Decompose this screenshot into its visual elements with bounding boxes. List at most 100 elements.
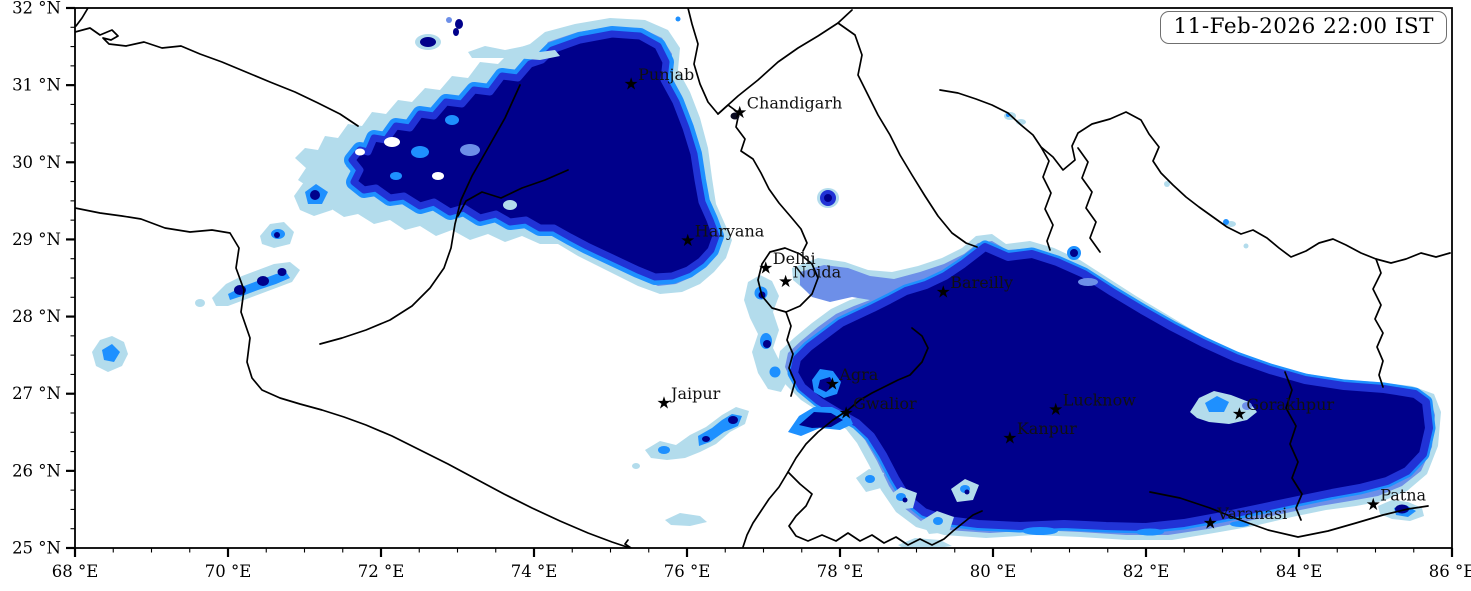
- state-boundary: [75, 207, 631, 548]
- state-boundary: [757, 247, 819, 313]
- state-boundary: [1284, 371, 1303, 521]
- y-tick-label: 30 °N: [12, 153, 61, 172]
- fog-region: [455, 19, 463, 29]
- x-tick-label: 86 °E: [1429, 562, 1471, 581]
- city-marker-bareilly: ★ Bareilly: [936, 273, 1013, 303]
- fog-region: [390, 172, 402, 180]
- star-icon: ★: [936, 283, 951, 303]
- fog-region: [702, 436, 710, 442]
- city-marker-patna: ★ Patna: [1366, 485, 1427, 515]
- fog-region: [818, 377, 834, 392]
- state-boundary: [847, 327, 929, 411]
- x-tick-label: 68 °E: [52, 562, 99, 581]
- fog-region: [933, 517, 943, 525]
- city-marker-chandigarh: ★ Chandigarh: [732, 93, 842, 123]
- state-boundary: [75, 8, 89, 27]
- fog-region: [195, 299, 205, 307]
- fog-region: [632, 463, 640, 469]
- city-marker-delhi: ★ Delhi: [758, 249, 815, 279]
- star-icon: ★: [758, 259, 773, 279]
- star-icon: ★: [825, 374, 840, 394]
- city-marker-gwalior: ★ Gwalior: [838, 394, 917, 424]
- fog-region: [898, 538, 952, 548]
- state-boundary: [624, 539, 632, 548]
- fog-region: [820, 190, 836, 206]
- state-boundary: [687, 8, 808, 252]
- fog-region: [1136, 528, 1164, 536]
- fog-region: [257, 276, 269, 286]
- fog-region: [446, 17, 452, 23]
- fog-region: [665, 513, 707, 526]
- city-marker-jaipur: ★ Jaipur: [656, 384, 720, 414]
- fog-region: [964, 489, 970, 495]
- x-tick-label: 74 °E: [511, 562, 558, 581]
- star-icon: ★: [1203, 513, 1218, 533]
- x-tick-label: 70 °E: [205, 562, 252, 581]
- y-tick-label: 31 °N: [12, 76, 61, 95]
- fog-region: [432, 172, 444, 180]
- state-boundary: [75, 27, 359, 127]
- y-tick-label: 27 °N: [12, 384, 61, 403]
- fog-region: [799, 412, 843, 428]
- y-tick-label: 26 °N: [12, 461, 61, 480]
- y-tick-label: 29 °N: [12, 230, 61, 249]
- city-label: Bareilly: [950, 273, 1013, 292]
- city-label: Patna: [1380, 485, 1426, 504]
- state-boundary: [742, 409, 849, 548]
- city-label: Kanpur: [1017, 419, 1077, 438]
- state-boundary: [1077, 147, 1101, 253]
- fog-region: [1164, 181, 1170, 187]
- state-boundary: [1372, 258, 1384, 388]
- city-label: Lucknow: [1063, 390, 1137, 409]
- city-marker-lucknow: ★ Lucknow: [1048, 390, 1136, 420]
- x-tick-label: 80 °E: [970, 562, 1017, 581]
- fog-region: [1242, 402, 1252, 410]
- state-boundary: [457, 169, 569, 217]
- fog-region: [902, 497, 908, 503]
- city-dot: [730, 112, 740, 120]
- x-tick-label: 84 °E: [1276, 562, 1323, 581]
- city-label: Jaipur: [669, 384, 721, 403]
- state-boundary: [319, 84, 521, 345]
- fog-region: [384, 137, 400, 147]
- star-icon: ★: [1232, 405, 1247, 425]
- city-label: Chandigarh: [747, 93, 842, 112]
- state-boundary: [1149, 491, 1429, 538]
- state-boundary: [939, 89, 1451, 264]
- fog-region: [102, 344, 120, 362]
- state-boundary: [785, 311, 796, 397]
- city-label: Gorakhpur: [1246, 395, 1334, 414]
- fog-region: [763, 340, 771, 348]
- star-icon: ★: [680, 231, 695, 251]
- fog-region: [1223, 219, 1229, 225]
- star-icon: ★: [1366, 495, 1381, 515]
- city-label: Haryana: [695, 221, 765, 240]
- star-icon: ★: [778, 272, 793, 292]
- state-boundary: [787, 471, 983, 546]
- city-marker-noida: ★ Noida: [778, 262, 842, 292]
- city-label: Gwalior: [853, 394, 917, 413]
- fog-region: [728, 416, 738, 424]
- city-label: Agra: [838, 365, 878, 384]
- city-marker-kanpur: ★ Kanpur: [1002, 419, 1077, 449]
- state-boundary: [717, 9, 853, 115]
- city-marker-gorakhpur: ★ Gorakhpur: [1232, 395, 1335, 425]
- city-marker-haryana: ★ Haryana: [680, 221, 765, 251]
- star-icon: ★: [732, 103, 747, 123]
- fog-region: [445, 115, 459, 125]
- fog-region: [348, 30, 720, 281]
- fog-region: [1067, 246, 1081, 260]
- fog-region: [277, 268, 287, 276]
- star-icon: ★: [656, 394, 671, 414]
- fog-region: [675, 16, 681, 22]
- city-label: Punjab: [638, 65, 694, 84]
- state-boundary: [1040, 146, 1054, 251]
- fog-region: [310, 190, 320, 200]
- timestamp-badge: 11-Feb-2026 22:00 IST: [1160, 11, 1447, 44]
- fog-region: [503, 200, 517, 210]
- fog-region: [1022, 527, 1058, 535]
- fog-region: [453, 28, 459, 36]
- x-tick-label: 76 °E: [664, 562, 711, 581]
